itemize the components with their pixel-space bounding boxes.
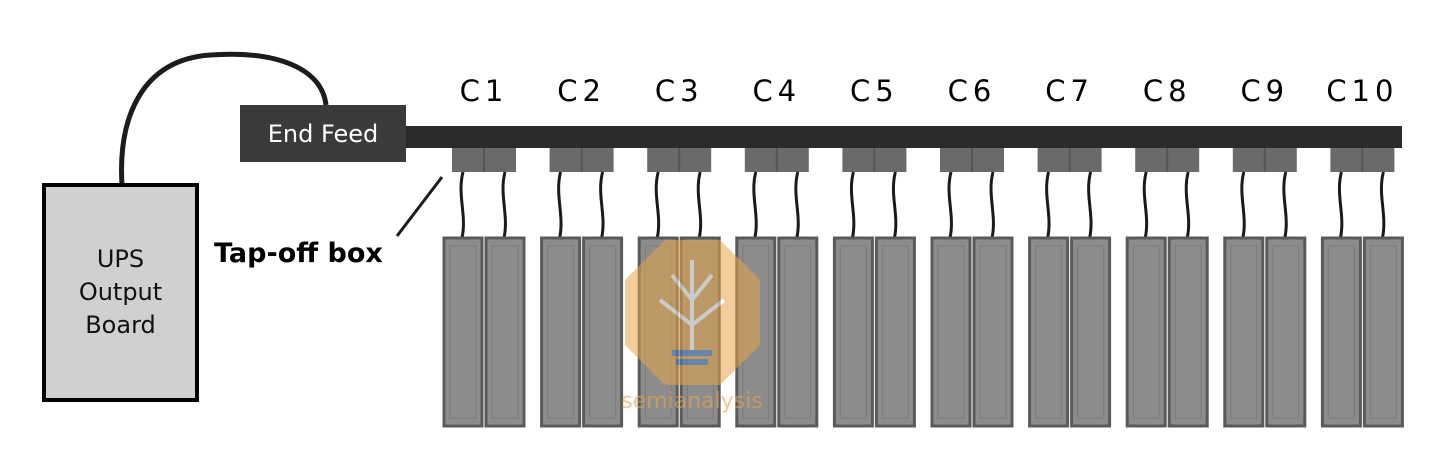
busway-bar bbox=[400, 126, 1402, 148]
circuit-label-c1: C1 bbox=[459, 74, 509, 108]
rack-cable bbox=[557, 171, 563, 239]
rack-cable bbox=[1184, 171, 1191, 239]
rack-cable bbox=[459, 171, 465, 239]
rack-cable bbox=[654, 171, 661, 239]
tapoff-box-label: Tap-off box bbox=[214, 238, 383, 269]
rack-inner bbox=[589, 245, 617, 419]
watermark-text: semianalysis bbox=[621, 389, 763, 414]
rack-inner bbox=[449, 245, 477, 419]
ups-output-board: UPS Output Board bbox=[42, 183, 199, 402]
rack-inner bbox=[1230, 245, 1258, 419]
end-feed-box: End Feed bbox=[240, 105, 406, 162]
ups-output-board-label: UPS Output Board bbox=[78, 245, 163, 339]
rack-inner bbox=[1035, 245, 1063, 419]
rack-inner bbox=[1132, 245, 1160, 419]
rack-cable bbox=[599, 171, 605, 239]
rack-inner bbox=[839, 245, 867, 419]
rack-inner bbox=[979, 245, 1007, 419]
rack-cable bbox=[1045, 171, 1051, 239]
rack-cable bbox=[1087, 171, 1093, 239]
circuit-label-c3: C3 bbox=[654, 74, 704, 108]
rack-inner bbox=[1272, 245, 1300, 419]
circuit-unit-c6 bbox=[930, 148, 1014, 428]
rack-cable bbox=[752, 171, 758, 239]
rack-cable bbox=[989, 171, 995, 239]
circuit-unit-c10 bbox=[1320, 148, 1404, 428]
rack-cable bbox=[1240, 171, 1246, 239]
end-feed-label: End Feed bbox=[267, 119, 379, 148]
rack-inner bbox=[1174, 245, 1202, 419]
rack-cable bbox=[1337, 171, 1344, 239]
circuit-unit-c2 bbox=[540, 148, 624, 428]
circuit-unit-c1 bbox=[442, 148, 526, 428]
watermark-logo bbox=[625, 240, 760, 385]
rack-inner bbox=[1327, 245, 1355, 419]
circuit-label-c7: C7 bbox=[1045, 74, 1094, 108]
rack-cable bbox=[1282, 171, 1288, 239]
rack-cable bbox=[849, 171, 856, 239]
rack-inner bbox=[491, 245, 519, 419]
circuit-label-c8: C8 bbox=[1142, 74, 1192, 108]
rack-cable bbox=[947, 171, 953, 239]
rack-inner bbox=[937, 245, 965, 419]
circuit-label-c4: C4 bbox=[752, 74, 802, 108]
rack-inner bbox=[1369, 245, 1397, 419]
circuit-label-c6: C6 bbox=[947, 74, 997, 108]
circuit-label-c5: C5 bbox=[850, 74, 899, 108]
rack-inner bbox=[784, 245, 812, 419]
circuit-units bbox=[442, 148, 1404, 428]
circuit-label-c2: C2 bbox=[557, 74, 606, 108]
rack-cable bbox=[1142, 171, 1149, 239]
rack-cable bbox=[891, 171, 898, 239]
circuit-label-c10: C10 bbox=[1326, 74, 1399, 108]
circuit-unit-c5 bbox=[832, 148, 916, 428]
rack-inner bbox=[881, 245, 909, 419]
circuit-unit-c7 bbox=[1028, 148, 1112, 428]
rack-inner bbox=[1077, 245, 1105, 419]
rack-cable bbox=[501, 171, 507, 239]
tapoff-leader-line bbox=[395, 176, 444, 237]
circuit-unit-c9 bbox=[1223, 148, 1307, 428]
rack-inner bbox=[547, 245, 575, 419]
rack-cable bbox=[1379, 171, 1386, 239]
rack-cable bbox=[696, 171, 703, 239]
circuit-label-c9: C9 bbox=[1240, 74, 1290, 108]
ups-cable bbox=[119, 51, 329, 186]
circuit-unit-c8 bbox=[1125, 148, 1209, 428]
rack-cable bbox=[794, 171, 800, 239]
